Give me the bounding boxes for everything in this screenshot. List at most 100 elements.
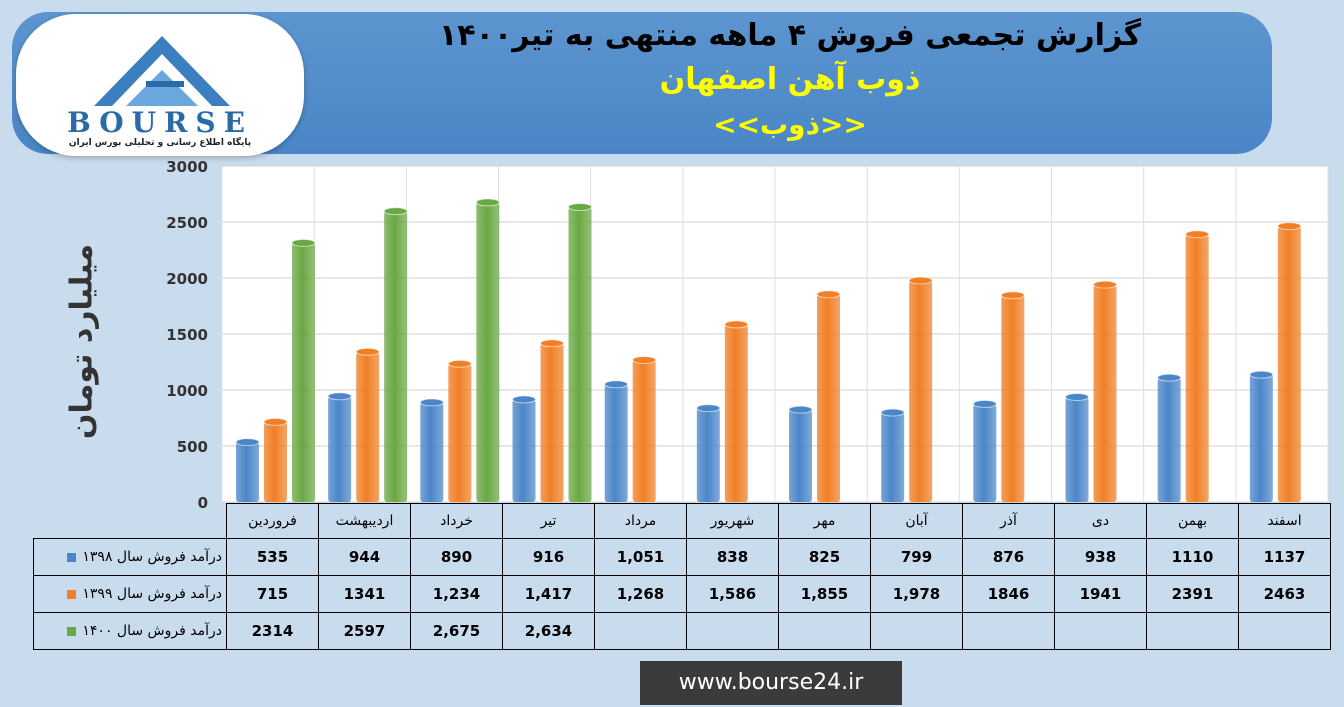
website-footer[interactable]: www.bourse24.ir	[640, 661, 902, 705]
data-label: 1,234	[410, 575, 503, 613]
bar-top	[291, 238, 316, 247]
x-tick-label: آبان	[870, 503, 963, 539]
bar	[1277, 226, 1301, 503]
company-symbol: <<ذوب>>	[713, 108, 867, 141]
data-label: 799	[870, 538, 963, 576]
data-label: 1,978	[870, 575, 963, 613]
x-tick-label: مهر	[778, 503, 871, 539]
table-header-row: فروردین اردیبهشت خرداد تیر مرداد شهریور مهر آبا…	[33, 503, 1331, 539]
data-label: 825	[778, 538, 871, 576]
data-label: 2314	[226, 612, 319, 650]
bar-top	[568, 202, 592, 211]
x-tick-label: شهریور	[686, 503, 779, 539]
series-name: درآمد فروش سال ۱۴۰۰	[82, 623, 222, 639]
bar-top	[880, 408, 905, 417]
bar	[1157, 377, 1181, 502]
data-label: 838	[686, 538, 779, 576]
legend-swatch-icon	[67, 626, 77, 636]
data-label: 1110	[1146, 538, 1239, 576]
data-label: 1,855	[778, 575, 871, 613]
y-tick-label: 3000	[166, 158, 208, 176]
legend-swatch-icon	[67, 552, 77, 562]
bar	[604, 384, 628, 502]
y-tick-label: 2000	[166, 270, 208, 288]
bar	[696, 408, 720, 502]
data-label: 1341	[318, 575, 411, 613]
data-label: 944	[318, 538, 411, 576]
bar	[817, 294, 840, 502]
data-label: 535	[226, 538, 319, 576]
bar-top	[1277, 222, 1302, 231]
x-tick-label: فروردین	[226, 503, 319, 539]
bar	[236, 442, 259, 502]
data-label: 1846	[962, 575, 1055, 613]
bar	[724, 324, 748, 502]
logo: BOURSE پایگاه اطلاع رسانی و تحلیلی بورس …	[16, 14, 304, 156]
x-tick-label: اردیبهشت	[318, 503, 411, 539]
bar-top	[632, 355, 657, 364]
data-label	[594, 612, 687, 650]
bar	[881, 412, 905, 502]
data-table: فروردین اردیبهشت خرداد تیر مرداد شهریور مهر آبا…	[33, 503, 1331, 650]
report-title: گزارش تجمعی فروش ۴ ماهه منتهی به تیر۱۴۰۰	[438, 18, 1142, 53]
x-tick-label: مرداد	[594, 503, 687, 539]
data-label: 890	[410, 538, 503, 576]
bar-top	[419, 398, 444, 407]
bar	[264, 421, 287, 502]
bar-chart: 0 500 1000 1500 2000 2500 3000	[166, 158, 1329, 512]
table-row: درآمد فروش سال ۱۳۹۹ 715 1341 1,234 1,417 1,26…	[33, 575, 1331, 613]
data-label	[778, 612, 871, 650]
bar-top	[816, 290, 841, 299]
bar	[384, 211, 408, 503]
legend-entry: درآمد فروش سال ۱۳۹۹	[33, 575, 227, 613]
bar-top	[1065, 392, 1089, 401]
bar-top	[908, 276, 933, 285]
y-tick-label: 1500	[166, 326, 208, 344]
bar-top	[447, 359, 472, 368]
logo-triangle-icon	[94, 36, 230, 106]
bar-top	[263, 417, 288, 426]
bar-top	[235, 438, 260, 447]
data-label: 1941	[1054, 575, 1147, 613]
bar-top	[475, 198, 500, 207]
bar	[909, 280, 933, 502]
bar	[448, 363, 472, 502]
table-row: درآمد فروش سال ۱۳۹۸ 535 944 890 916 1,051 838 8…	[33, 538, 1331, 576]
bar	[1185, 234, 1209, 502]
data-label: 2,634	[502, 612, 595, 650]
bar-top	[1249, 370, 1274, 379]
bar	[292, 242, 315, 502]
bar	[632, 359, 656, 502]
data-label: 1,051	[594, 538, 687, 576]
logo-tagline: پایگاه اطلاع رسانی و تحلیلی بورس ایران	[68, 138, 252, 148]
data-label	[1146, 612, 1239, 650]
bar-top	[972, 399, 997, 408]
bar	[789, 409, 812, 502]
bar-top	[1185, 230, 1210, 239]
data-label: 1137	[1238, 538, 1331, 576]
data-label	[870, 612, 963, 650]
data-label: 2,675	[410, 612, 503, 650]
bar	[1249, 374, 1273, 502]
data-label: 2463	[1238, 575, 1331, 613]
bar	[356, 351, 380, 502]
data-label	[1238, 612, 1331, 650]
x-tick-label: تیر	[502, 503, 595, 539]
logo-word: BOURSE	[67, 106, 253, 139]
y-tick-label: 1000	[166, 382, 208, 400]
bar-top	[788, 405, 813, 414]
bar	[973, 403, 997, 502]
data-label: 916	[502, 538, 595, 576]
x-tick-label: دی	[1054, 503, 1147, 539]
bar-top	[383, 207, 408, 216]
data-label: 876	[962, 538, 1055, 576]
bar-top	[355, 347, 380, 356]
bar	[568, 206, 592, 502]
bar-top	[1000, 291, 1025, 300]
x-tick-label: اسفند	[1238, 503, 1331, 539]
bar	[1065, 396, 1089, 502]
bar	[420, 402, 444, 502]
bar-top	[696, 404, 721, 413]
bar-top	[327, 392, 352, 401]
